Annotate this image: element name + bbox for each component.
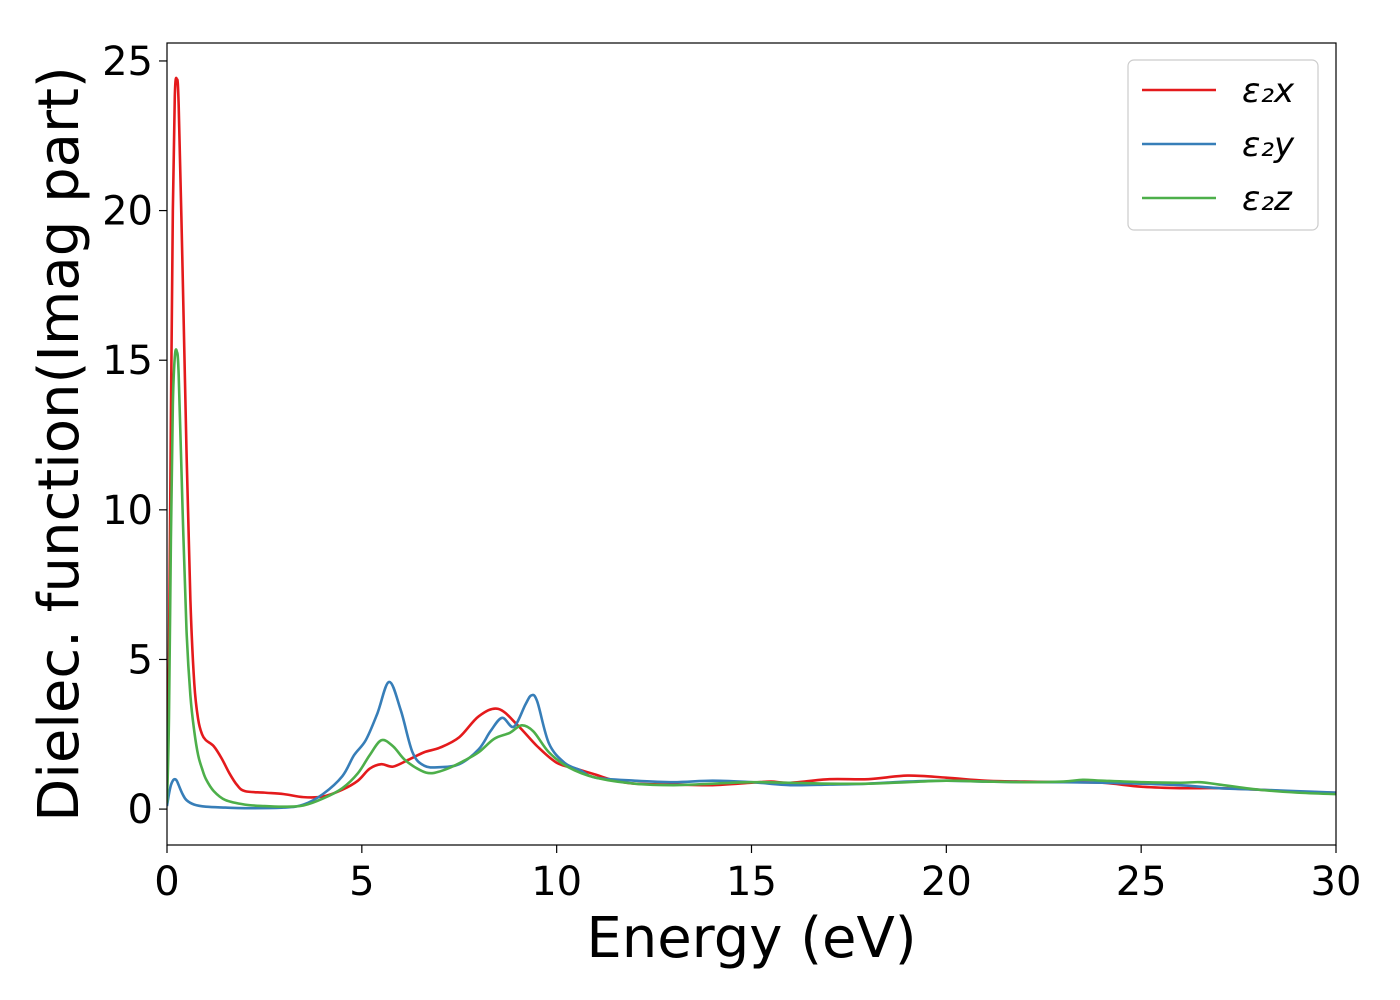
legend-box bbox=[1127, 59, 1319, 231]
x-tick-label: 20 bbox=[921, 859, 972, 905]
legend-label-1: ε₂x bbox=[1242, 71, 1295, 111]
y-axis-title: Dielec. function(Imag part) bbox=[27, 66, 92, 822]
series-line-1 bbox=[167, 76, 1336, 801]
x-tick-label: 10 bbox=[531, 859, 582, 905]
y-axis-ticks: 0 5 10 15 20 25 bbox=[102, 39, 167, 833]
x-axis-title: Energy (eV) bbox=[586, 906, 916, 971]
series-layer bbox=[167, 76, 1336, 810]
legend-items: ε₂x ε₂y ε₂z bbox=[1142, 71, 1295, 219]
y-tick-label: 10 bbox=[102, 488, 153, 534]
x-axis-ticks: 0 5 10 15 20 25 30 bbox=[154, 845, 1361, 905]
legend-label-3: ε₂z bbox=[1242, 179, 1293, 219]
x-tick-label: 5 bbox=[349, 859, 374, 905]
series-line-3 bbox=[167, 348, 1336, 809]
x-tick-label: 15 bbox=[726, 859, 777, 905]
x-tick-label: 0 bbox=[154, 859, 179, 905]
legend: ε₂x ε₂y ε₂z bbox=[1127, 59, 1319, 231]
y-tick-label: 5 bbox=[128, 637, 153, 683]
y-tick-label: 0 bbox=[128, 787, 153, 833]
legend-label-2: ε₂y bbox=[1242, 125, 1295, 165]
y-tick-label: 15 bbox=[102, 338, 153, 384]
x-tick-label: 30 bbox=[1311, 859, 1362, 905]
y-tick-label: 25 bbox=[102, 39, 153, 85]
y-tick-label: 20 bbox=[102, 189, 153, 235]
x-tick-label: 25 bbox=[1116, 859, 1167, 905]
